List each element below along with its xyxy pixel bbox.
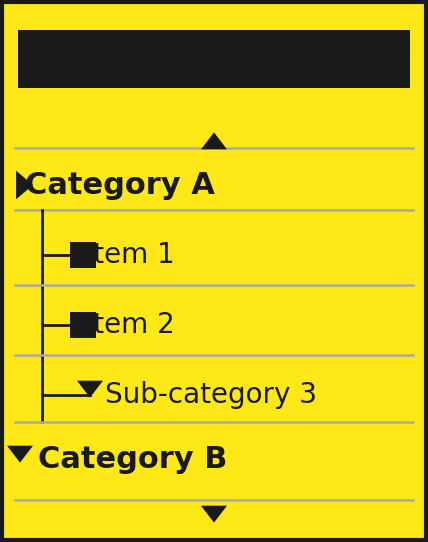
Bar [70,242,96,268]
Text: Sub-category 3: Sub-category 3 [105,381,317,409]
Polygon shape [7,446,33,463]
Text: Category B: Category B [38,446,227,474]
Text: Item 2: Item 2 [85,311,175,339]
Text: Item 1: Item 1 [85,241,175,269]
Bar [70,312,96,338]
Bar [18,30,410,88]
Polygon shape [77,380,103,398]
Text: Category A: Category A [25,171,215,199]
Polygon shape [201,506,227,522]
Polygon shape [201,132,227,149]
Polygon shape [16,171,33,199]
